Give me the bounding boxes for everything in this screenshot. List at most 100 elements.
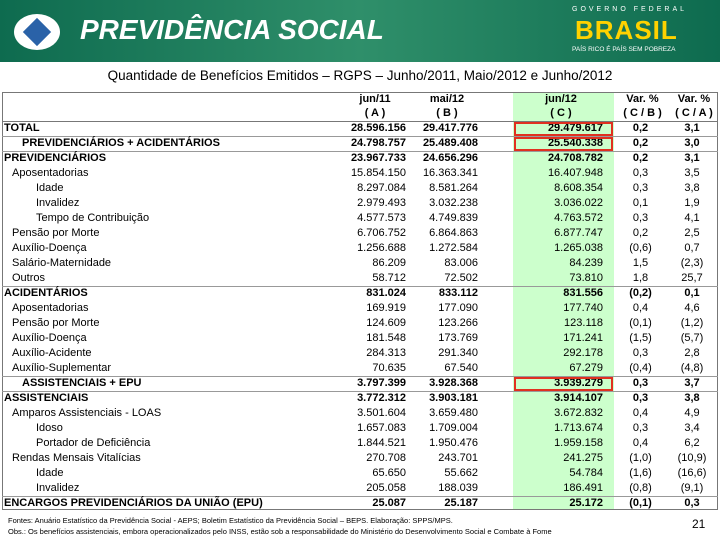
table-cell: 1,8 xyxy=(632,272,649,284)
table-cell: 4.763.572 xyxy=(554,212,603,224)
column-header: ( C ) xyxy=(550,107,572,119)
table-cell: 169.919 xyxy=(366,302,406,314)
row-label: Pensão por Morte xyxy=(12,317,100,329)
table-cell: 3.036.022 xyxy=(554,197,603,209)
table-cell: 73.810 xyxy=(569,272,603,284)
column-header: jun/12 xyxy=(545,93,577,105)
table-cell: 1,9 xyxy=(684,197,700,209)
table-cell: (0,8) xyxy=(629,482,652,494)
column-header: ( C / A ) xyxy=(675,107,713,119)
row-label: PREVIDENCIÁRIOS + ACIDENTÁRIOS xyxy=(22,137,220,149)
row-label: Idade xyxy=(36,182,64,194)
table-cell: 3.659.480 xyxy=(429,407,478,419)
table-cell: 3,8 xyxy=(684,392,700,404)
row-label: Idoso xyxy=(36,422,63,434)
table-cell: (1,5) xyxy=(629,332,652,344)
table-cell: 70.635 xyxy=(372,362,406,374)
table-cell: 3.032.238 xyxy=(429,197,478,209)
table-cell: 24.798.757 xyxy=(350,137,406,149)
table-cell: 0,3 xyxy=(632,392,649,404)
table-cell: (9,1) xyxy=(680,482,704,494)
column-highlight xyxy=(513,92,614,510)
title: Quantidade de Benefícios Emitidos – RGPS… xyxy=(107,68,613,83)
table-cell: 3.939.279 xyxy=(554,377,603,389)
logo-icon xyxy=(14,14,60,50)
table-cell: (1,0) xyxy=(629,452,652,464)
table-cell: 8.581.264 xyxy=(429,182,478,194)
row-label: TOTAL xyxy=(4,122,40,134)
row-label: ACIDENTÁRIOS xyxy=(4,287,88,299)
table-cell: 54.784 xyxy=(569,467,603,479)
row-label: Tempo de Contribuição xyxy=(36,212,150,224)
row-label: Aposentadorias xyxy=(12,167,89,179)
footnote: Fontes: Anuário Estatístico da Previdênc… xyxy=(8,516,453,525)
table-cell: (0,6) xyxy=(629,242,652,254)
table-cell: 67.279 xyxy=(569,362,603,374)
table-cell: (2,3) xyxy=(680,257,704,269)
table-cell: 2,8 xyxy=(684,347,700,359)
table-cell: 0,3 xyxy=(632,422,649,434)
table-cell: 29.417.776 xyxy=(422,122,478,134)
row-label: Idade xyxy=(36,467,64,479)
table-cell: 1.272.584 xyxy=(429,242,478,254)
table-cell: 3,8 xyxy=(684,182,700,194)
row-rule xyxy=(2,286,718,287)
column-header: jun/11 xyxy=(359,93,391,105)
row-label: ENCARGOS PREVIDENCIÁRIOS DA UNIÃO (EPU) xyxy=(4,497,263,509)
row-label: Outros xyxy=(12,272,46,284)
row-rule xyxy=(2,151,718,152)
table-cell: 72.502 xyxy=(444,272,478,284)
table-cell: 177.090 xyxy=(438,302,478,314)
table-cell: 28.596.156 xyxy=(350,122,406,134)
table-cell: 3,4 xyxy=(684,422,700,434)
table-cell: 1.844.521 xyxy=(357,437,406,449)
row-label: PREVIDENCIÁRIOS xyxy=(4,152,107,164)
table-cell: 16.407.948 xyxy=(547,167,603,179)
table-cell: 831.024 xyxy=(366,287,406,299)
table-cell: 65.650 xyxy=(372,467,406,479)
table-cell: 205.058 xyxy=(366,482,406,494)
table-cell: 0,2 xyxy=(632,122,649,134)
row-label: Rendas Mensais Vitalícias xyxy=(12,452,141,464)
table-cell: 25.172 xyxy=(569,497,603,509)
table-cell: 0,7 xyxy=(684,242,700,254)
row-rule xyxy=(2,496,718,497)
table-cell: 6,2 xyxy=(684,437,700,449)
table-cell: 1.657.083 xyxy=(357,422,406,434)
brand: BRASIL xyxy=(575,15,678,45)
table-cell: 0,3 xyxy=(632,167,649,179)
table-cell: 0,2 xyxy=(632,137,649,149)
table-cell: 25.540.338 xyxy=(547,137,603,149)
column-header: ( C / B ) xyxy=(623,107,662,119)
table-cell: 270.708 xyxy=(366,452,406,464)
border xyxy=(2,92,718,510)
table-cell: 4.577.573 xyxy=(357,212,406,224)
table-cell: 3.672.832 xyxy=(554,407,603,419)
table-cell: 6.864.863 xyxy=(429,227,478,239)
table-cell: 0,4 xyxy=(632,437,649,449)
table-cell: 55.662 xyxy=(444,467,478,479)
table-cell: 124.609 xyxy=(366,317,406,329)
table-cell: 831.556 xyxy=(563,287,603,299)
header-rule xyxy=(2,121,718,122)
table-cell: 123.118 xyxy=(564,317,603,329)
row-rule xyxy=(2,136,718,137)
table-cell: 2.979.493 xyxy=(357,197,406,209)
table-cell: 83.006 xyxy=(444,257,478,269)
table-cell: 3.772.312 xyxy=(357,392,406,404)
table-cell: 243.701 xyxy=(438,452,478,464)
table-cell: 292.178 xyxy=(563,347,603,359)
row-label: Invalidez xyxy=(36,197,80,209)
table-cell: (0,4) xyxy=(629,362,652,374)
table-cell: 58.712 xyxy=(372,272,406,284)
column-header: ( A ) xyxy=(364,107,386,119)
row-rule xyxy=(2,376,718,377)
table-cell: 1.950.476 xyxy=(429,437,478,449)
table-cell: 3.914.107 xyxy=(554,392,603,404)
table-cell: 25.489.408 xyxy=(422,137,478,149)
table-cell: 3.903.181 xyxy=(429,392,478,404)
table-cell: 171.241 xyxy=(563,332,603,344)
table-cell: 24.656.296 xyxy=(422,152,478,164)
row-label: ASSISTENCIAIS xyxy=(4,392,89,404)
